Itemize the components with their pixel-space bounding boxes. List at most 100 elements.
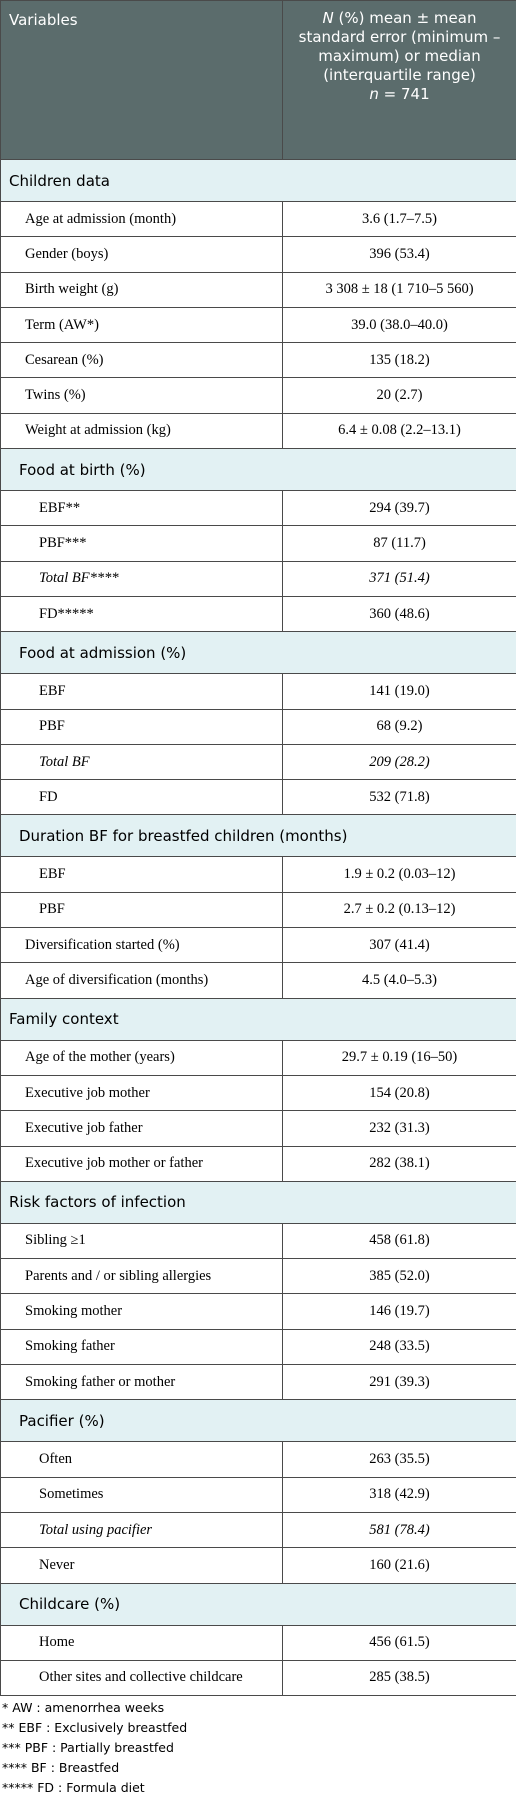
section-title: Food at birth (%) <box>0 448 516 492</box>
data-row: Age at admission (month) 3.6 (1.7–7.5) <box>0 200 516 238</box>
header-text: = 741 <box>383 85 430 103</box>
row-value: 385 (52.0) <box>282 1258 516 1295</box>
data-row: Never 160 (21.6) <box>0 1547 516 1584</box>
row-value: 291 (39.3) <box>282 1364 516 1401</box>
row-label: Total BF <box>0 743 283 781</box>
row-label: EBF <box>0 856 283 893</box>
data-row: PBF 68 (9.2) <box>0 708 516 745</box>
data-row: Gender (boys) 396 (53.4) <box>0 236 516 273</box>
row-value: 318 (42.9) <box>282 1476 516 1513</box>
row-label: Gender (boys) <box>0 236 283 273</box>
data-row: Term (AW*) 39.0 (38.0–40.0) <box>0 306 516 344</box>
data-row: Often 263 (35.5) <box>0 1441 516 1478</box>
row-label: Age of the mother (years) <box>0 1039 283 1076</box>
row-value: 87 (11.7) <box>282 525 516 562</box>
row-value: 294 (39.7) <box>282 490 516 527</box>
data-row: PBF 2.7 ± 0.2 (0.13–12) <box>0 891 516 929</box>
row-label: Sibling ≥1 <box>0 1222 283 1260</box>
row-value: 154 (20.8) <box>282 1074 516 1112</box>
row-label: Sometimes <box>0 1476 283 1513</box>
section-row: Duration BF for breastfed children (mont… <box>0 814 516 858</box>
row-label: Never <box>0 1547 283 1584</box>
data-row: Other sites and collective childcare 285 … <box>0 1659 516 1697</box>
section-title: Food at admission (%) <box>0 631 516 675</box>
row-value: 3.6 (1.7–7.5) <box>282 200 516 238</box>
row-value: 581 (78.4) <box>282 1511 516 1549</box>
row-value: 285 (38.5) <box>282 1659 516 1697</box>
section-title: Pacifier (%) <box>0 1399 516 1443</box>
data-row: Weight at admission (kg) 6.4 ± 0.08 (2.2–… <box>0 412 516 450</box>
row-label: PBF <box>0 891 283 929</box>
data-row: Executive job father 232 (31.3) <box>0 1110 516 1147</box>
data-row: EBF** 294 (39.7) <box>0 490 516 527</box>
row-value: 1.9 ± 0.2 (0.03–12) <box>282 856 516 893</box>
section-row: Childcare (%) <box>0 1582 516 1626</box>
data-row: Sometimes 318 (42.9) <box>0 1476 516 1513</box>
row-label: Executive job father <box>0 1110 283 1147</box>
row-label: Weight at admission (kg) <box>0 412 283 450</box>
row-value: 458 (61.8) <box>282 1222 516 1260</box>
data-row: Total BF 209 (28.2) <box>0 743 516 781</box>
row-label: Total BF**** <box>0 560 283 597</box>
row-label: PBF*** <box>0 525 283 562</box>
row-label: EBF** <box>0 490 283 527</box>
row-label: Other sites and collective childcare <box>0 1659 283 1697</box>
row-value: 68 (9.2) <box>282 708 516 745</box>
data-row: Birth weight (g) 3 308 ± 18 (1 710–5 560) <box>0 271 516 308</box>
data-row: FD***** 360 (48.6) <box>0 595 516 633</box>
row-label: Smoking father <box>0 1328 283 1366</box>
row-label: Age of diversification (months) <box>0 962 283 999</box>
row-value: 141 (19.0) <box>282 673 516 710</box>
row-label: FD <box>0 779 283 816</box>
data-row: Cesarean (%) 135 (18.2) <box>0 342 516 379</box>
footnote: * AW : amenorrhea weeks <box>2 1700 165 1716</box>
row-value: 135 (18.2) <box>282 342 516 379</box>
data-row: Twins (%) 20 (2.7) <box>0 377 516 414</box>
footnote: ** EBF : Exclusively breastfed <box>2 1720 188 1736</box>
footnote: **** BF : Breastfed <box>2 1760 120 1776</box>
data-row: Age of the mother (years) 29.7 ± 0.19 (16… <box>0 1039 516 1076</box>
data-row: Parents and / or sibling allergies 385 (5… <box>0 1258 516 1295</box>
row-value: 232 (31.3) <box>282 1110 516 1147</box>
data-table: Variables N (%) mean ± mean standard err… <box>0 0 516 1697</box>
data-row: EBF 141 (19.0) <box>0 673 516 710</box>
row-value: 371 (51.4) <box>282 560 516 597</box>
row-label: Executive job mother <box>0 1074 283 1112</box>
row-value: 248 (33.5) <box>282 1328 516 1366</box>
data-row: Sibling ≥1 458 (61.8) <box>0 1222 516 1260</box>
row-label: Smoking mother <box>0 1293 283 1330</box>
row-label: Twins (%) <box>0 377 283 414</box>
footnote: ***** FD : Formula diet <box>2 1780 145 1796</box>
row-label: Age at admission (month) <box>0 200 283 238</box>
section-title: Risk factors of infection <box>0 1180 516 1224</box>
data-row: Total using pacifier 581 (78.4) <box>0 1511 516 1549</box>
row-value: 456 (61.5) <box>282 1624 516 1661</box>
data-row: Smoking father 248 (33.5) <box>0 1328 516 1366</box>
row-value: 6.4 ± 0.08 (2.2–13.1) <box>282 412 516 450</box>
row-value: 2.7 ± 0.2 (0.13–12) <box>282 891 516 929</box>
data-row: Executive job mother 154 (20.8) <box>0 1074 516 1112</box>
footnote: *** PBF : Partially breastfed <box>2 1740 174 1756</box>
section-title: Childcare (%) <box>0 1582 516 1626</box>
row-label: Smoking father or mother <box>0 1364 283 1401</box>
row-label: Home <box>0 1624 283 1661</box>
row-label: Executive job mother or father <box>0 1145 283 1182</box>
row-value: 39.0 (38.0–40.0) <box>282 306 516 344</box>
section-title: Children data <box>0 159 516 202</box>
row-value: 4.5 (4.0–5.3) <box>282 962 516 999</box>
row-label: Often <box>0 1441 283 1478</box>
row-value: 360 (48.6) <box>282 595 516 633</box>
table-header: Variables N (%) mean ± mean standard err… <box>0 0 516 160</box>
row-value: 3 308 ± 18 (1 710–5 560) <box>282 271 516 308</box>
row-label: PBF <box>0 708 283 745</box>
row-label: Birth weight (g) <box>0 271 283 308</box>
row-value: 160 (21.6) <box>282 1547 516 1584</box>
section-row: Children data <box>0 159 516 202</box>
row-label: Diversification started (%) <box>0 927 283 964</box>
row-label: EBF <box>0 673 283 710</box>
row-value: 29.7 ± 0.19 (16–50) <box>282 1039 516 1076</box>
section-row: Risk factors of infection <box>0 1180 516 1224</box>
section-row: Food at admission (%) <box>0 631 516 675</box>
data-row: Diversification started (%) 307 (41.4) <box>0 927 516 964</box>
